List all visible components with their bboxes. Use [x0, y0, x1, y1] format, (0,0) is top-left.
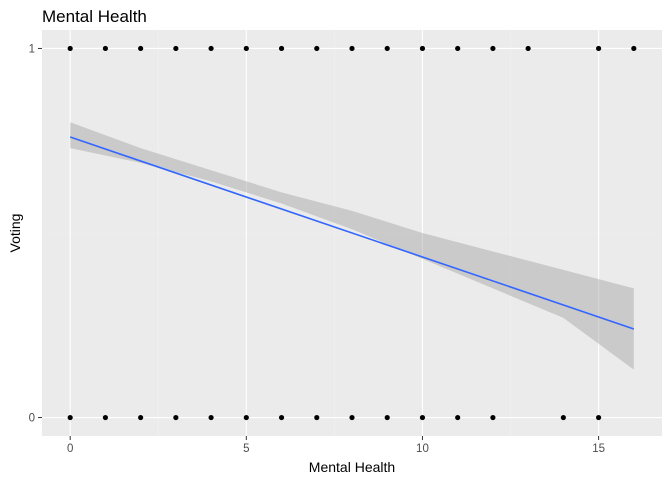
data-point — [455, 45, 461, 52]
data-points — [67, 45, 637, 421]
data-point — [384, 45, 390, 52]
data-point — [631, 45, 637, 52]
data-point — [419, 45, 426, 52]
data-point — [525, 45, 531, 52]
y-tick-label: 0 — [29, 413, 35, 425]
data-point — [208, 45, 214, 52]
data-point — [490, 45, 496, 52]
x-tick-label: 0 — [67, 443, 73, 455]
x-tick-label: 10 — [416, 443, 429, 455]
data-point — [67, 45, 73, 52]
y-tick-label: 1 — [29, 43, 35, 55]
data-point — [138, 414, 144, 421]
data-point — [278, 414, 285, 421]
chart-title: Mental Health — [42, 7, 147, 26]
regression-line — [69, 136, 635, 330]
x-axis-title: Mental Health — [309, 459, 395, 475]
x-tick-label: 15 — [592, 443, 605, 455]
data-point — [173, 414, 179, 421]
data-point — [595, 414, 602, 421]
data-point — [243, 414, 249, 421]
data-point — [349, 414, 355, 421]
x-tick-label: 5 — [243, 443, 249, 455]
data-point — [349, 45, 355, 52]
y-axis-title: Voting — [7, 214, 23, 253]
y-axis: 01 — [29, 43, 42, 425]
x-axis: 0 5 10 15 — [67, 436, 605, 455]
data-point — [138, 45, 144, 52]
data-point — [419, 414, 426, 421]
data-point — [102, 414, 109, 421]
data-point — [384, 414, 390, 421]
data-point — [173, 45, 179, 52]
data-point — [278, 45, 285, 52]
data-point — [490, 414, 496, 421]
data-point — [208, 414, 214, 421]
data-point — [595, 45, 602, 52]
data-point — [102, 45, 109, 52]
data-point — [455, 414, 461, 421]
data-point — [314, 45, 320, 52]
data-point — [67, 414, 73, 421]
data-point — [560, 414, 566, 421]
confidence-band — [70, 122, 634, 370]
data-point — [243, 45, 249, 52]
data-point — [314, 414, 320, 421]
